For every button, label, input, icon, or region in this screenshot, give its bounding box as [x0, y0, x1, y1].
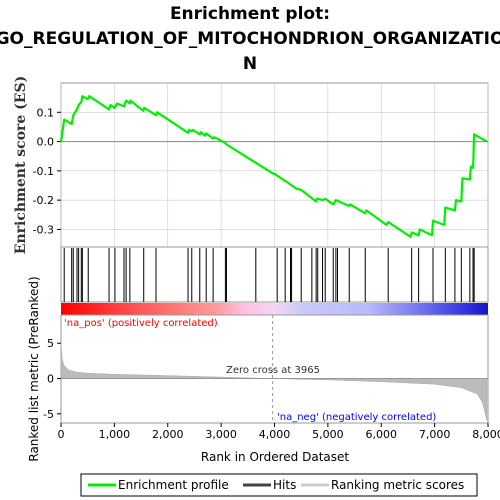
- hits-panel: [60, 246, 489, 303]
- x-axis-label: Rank in Ordered Dataset: [201, 450, 349, 464]
- pos-label: 'na_pos' (positively correlated): [64, 318, 218, 329]
- x-tick-label: 2,000: [152, 428, 184, 441]
- es-y-ticks: 0.1 0.0 -0.1 -0.2 -0.3: [33, 106, 61, 236]
- es-panel: 0.1 0.0 -0.1 -0.2 -0.3 Enrichment score (ES): [13, 76, 489, 254]
- es-tick-label: 0.0: [37, 136, 55, 149]
- title-line-3: N: [243, 54, 257, 74]
- ranked-metric-panel: 5 0 -5 'na_pos' (positively correlated) Ze…: [27, 276, 489, 462]
- es-tick-label: -0.1: [33, 165, 54, 178]
- x-tick-label: 3,000: [205, 428, 237, 441]
- hit-marks: [63, 248, 475, 302]
- x-tick-label: 6,000: [366, 428, 398, 441]
- title-line-1: Enrichment plot:: [170, 4, 330, 24]
- neg-label: 'na_neg' (negatively correlated): [277, 412, 436, 423]
- rank-color-gradient: [61, 303, 488, 315]
- metric-tick-label: 5: [47, 337, 54, 350]
- x-axis-ticks: 0 1,000 2,000 3,000 4,000 5,000 6,000 7,000 8,00…: [58, 423, 500, 441]
- x-tick-label: 8,000: [472, 428, 500, 441]
- ranked-metric-frame: [60, 314, 489, 424]
- zero-cross-label: Zero cross at 3965: [226, 365, 320, 376]
- legend-metric-label: Ranking metric scores: [331, 478, 464, 492]
- legend-hits-label: Hits: [273, 478, 296, 492]
- legend-box: [80, 473, 478, 497]
- x-tick-label: 7,000: [419, 428, 451, 441]
- legend: Enrichment profile Hits Ranking metric s…: [80, 473, 478, 497]
- metric-tick-label: -5: [43, 408, 54, 421]
- metric-tick-label: 0: [47, 373, 54, 386]
- metric-y-ticks: 5 0 -5: [43, 337, 61, 421]
- chart-title: Enrichment plot: GO_REGULATION_OF_MITOCH…: [0, 4, 500, 74]
- title-line-2: GO_REGULATION_OF_MITOCHONDRION_ORGANIZAT…: [0, 29, 500, 49]
- enrichment-profile-line: [59, 95, 488, 238]
- x-tick-label: 1,000: [99, 428, 131, 441]
- legend-profile-label: Enrichment profile: [118, 478, 229, 492]
- x-tick-label: 4,000: [259, 428, 291, 441]
- x-tick-label: 5,000: [312, 428, 344, 441]
- metric-y-axis-label: Ranked list metric (PreRanked): [27, 276, 41, 461]
- rank-color-bar: [61, 303, 488, 315]
- es-tick-label: 0.1: [37, 106, 55, 119]
- es-y-axis-label: Enrichment score (ES): [13, 76, 29, 254]
- hits-panel-frame: [60, 246, 489, 303]
- es-tick-label: -0.2: [33, 194, 54, 207]
- es-tick-label: -0.3: [33, 223, 54, 236]
- x-tick-label: 0: [58, 428, 65, 441]
